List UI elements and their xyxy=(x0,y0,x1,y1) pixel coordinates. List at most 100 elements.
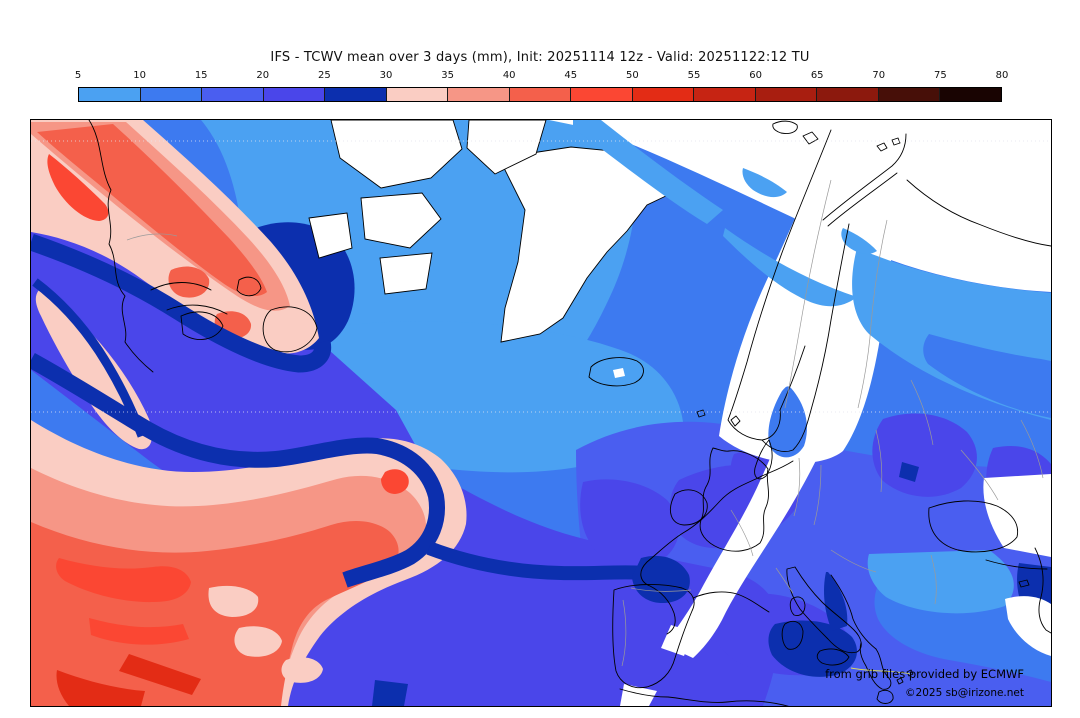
region-west-ireland-indigo xyxy=(580,479,679,567)
land-arctic-island4 xyxy=(308,212,353,259)
page-title: IFS - TCWV mean over 3 days (mm), Init: … xyxy=(270,50,810,65)
region-bottom-navy-spot xyxy=(372,680,408,706)
region-ukraine-indigo xyxy=(872,413,977,497)
colorbar-segment-20-25 xyxy=(263,88,326,101)
river-line xyxy=(850,667,912,675)
coast-nova-scotia xyxy=(180,311,224,341)
colorbar-segment-70-75 xyxy=(878,88,941,101)
streak-arctic2 xyxy=(723,228,857,307)
region-baltic-blue xyxy=(768,386,807,458)
region-sw-darkred1 xyxy=(56,670,145,706)
region-nw-plume-red-bright xyxy=(47,154,109,221)
coast-north-africa xyxy=(619,688,789,706)
colorbar-tick-70: 70 xyxy=(872,70,886,81)
border-france xyxy=(630,509,754,592)
colorbar-tick-65: 65 xyxy=(810,70,824,81)
attribution: from grib files provided by ECMWF ©2025 … xyxy=(825,664,1024,702)
colorbar-tick-55: 55 xyxy=(687,70,701,81)
colorbar-tick-20: 20 xyxy=(256,70,270,81)
colorbar-segment-65-70 xyxy=(817,88,879,101)
coast-iberia xyxy=(612,584,695,689)
region-sw-red xyxy=(31,520,399,706)
colorbar-segment-5-10 xyxy=(79,88,141,101)
coast-iceland xyxy=(588,357,644,387)
coast-shetland xyxy=(730,415,741,427)
colorbar-ticks: 5 10 15 20 25 30 35 40 45 50 55 60 65 70 75 80 xyxy=(74,70,1009,84)
colorbar-tick-35: 35 xyxy=(441,70,454,81)
rivers xyxy=(850,667,912,675)
coast-adriatic-balkans xyxy=(830,574,877,650)
region-sw-pink-mottle3 xyxy=(281,657,323,683)
colorbar-segment-15-20 xyxy=(202,88,264,101)
country-borders xyxy=(126,179,1044,667)
colorbar-tick-75: 75 xyxy=(934,70,947,81)
colorbar-segment-60-65 xyxy=(755,88,818,101)
band-navy-streak2-edge xyxy=(32,278,147,438)
border-scandinavia xyxy=(784,179,832,409)
arctic-light-streaks xyxy=(573,120,1051,458)
colorbar-tick-15: 15 xyxy=(194,70,208,81)
map-details xyxy=(613,368,625,378)
colorbar-segment-40-45 xyxy=(509,88,572,101)
land-arctic-island2 xyxy=(466,120,547,175)
coast-anticosti xyxy=(236,276,262,297)
colorbar-segment-55-60 xyxy=(694,88,756,101)
colorbar-tick-30: 30 xyxy=(379,70,393,81)
coast-newfoundland xyxy=(262,306,318,353)
coast-caspian xyxy=(1034,547,1051,634)
border-russia-south xyxy=(1020,419,1044,479)
coastlines xyxy=(88,120,1051,706)
region-sw-pink-mottle1 xyxy=(208,585,259,617)
border-north-america xyxy=(126,233,178,241)
region-anatolia-white xyxy=(983,474,1051,557)
coast-riviera xyxy=(692,591,770,613)
colorbar-segment-10-15 xyxy=(140,88,203,101)
streak-kola-light xyxy=(841,228,877,254)
tcwv-field-map xyxy=(31,120,1051,706)
land-arctic-island5 xyxy=(379,252,433,295)
coast-sardinia xyxy=(781,620,804,650)
colorbar-tick-5: 5 xyxy=(74,70,82,81)
colorbar-segment-45-50 xyxy=(571,88,633,101)
coast-corsica xyxy=(789,596,806,616)
colorbar-tick-80: 80 xyxy=(995,70,1009,81)
coast-faroe xyxy=(696,409,706,418)
land-arctic-island3 xyxy=(360,192,442,249)
region-balkan-light xyxy=(867,550,1014,614)
region-nw-red-blob1 xyxy=(168,266,210,298)
land-white-islands xyxy=(308,120,669,343)
colorbar-tick-50: 50 xyxy=(626,70,639,81)
colorbar-tick-45: 45 xyxy=(564,70,578,81)
colorbar-segment-25-30 xyxy=(325,88,387,101)
coast-greece xyxy=(859,642,892,690)
region-morocco-white xyxy=(620,684,657,706)
colorbar-segment-75-80 xyxy=(940,88,1001,101)
colorbar-segment-50-55 xyxy=(632,88,695,101)
coast-west-europe xyxy=(640,460,794,635)
colorbar-segment-30-35 xyxy=(386,88,449,101)
region-sw-pink-mottle2 xyxy=(234,626,282,657)
iceland-white-spot xyxy=(613,368,625,378)
coast-black-sea xyxy=(928,500,1019,553)
region-sw-darkred2 xyxy=(119,654,201,695)
colorbar-tick-40: 40 xyxy=(502,70,516,81)
map-canvas xyxy=(30,119,1052,707)
colorbar-tick-25: 25 xyxy=(318,70,331,81)
border-portugal xyxy=(621,599,627,667)
border-central-europe xyxy=(793,457,822,526)
colorbar-tick-60: 60 xyxy=(749,70,762,81)
colorbar-tick-10: 10 xyxy=(133,70,146,81)
attribution-copyright: ©2025 sb@irizone.net xyxy=(905,687,1024,699)
region-sw-red-bright1 xyxy=(56,558,191,603)
coast-aegean-islands xyxy=(896,669,914,685)
band-navy-sw-wrap xyxy=(31,352,445,588)
region-sw-red-bright2 xyxy=(89,618,189,645)
coast-novaya-zemlya xyxy=(822,133,907,227)
coast-russia-arctic xyxy=(906,179,1051,247)
coast-north-america xyxy=(88,120,228,373)
border-finland-russia xyxy=(857,219,888,409)
coast-norway xyxy=(727,129,850,452)
colorbar-segments xyxy=(78,87,1002,102)
land-arctic-island1 xyxy=(330,120,463,189)
